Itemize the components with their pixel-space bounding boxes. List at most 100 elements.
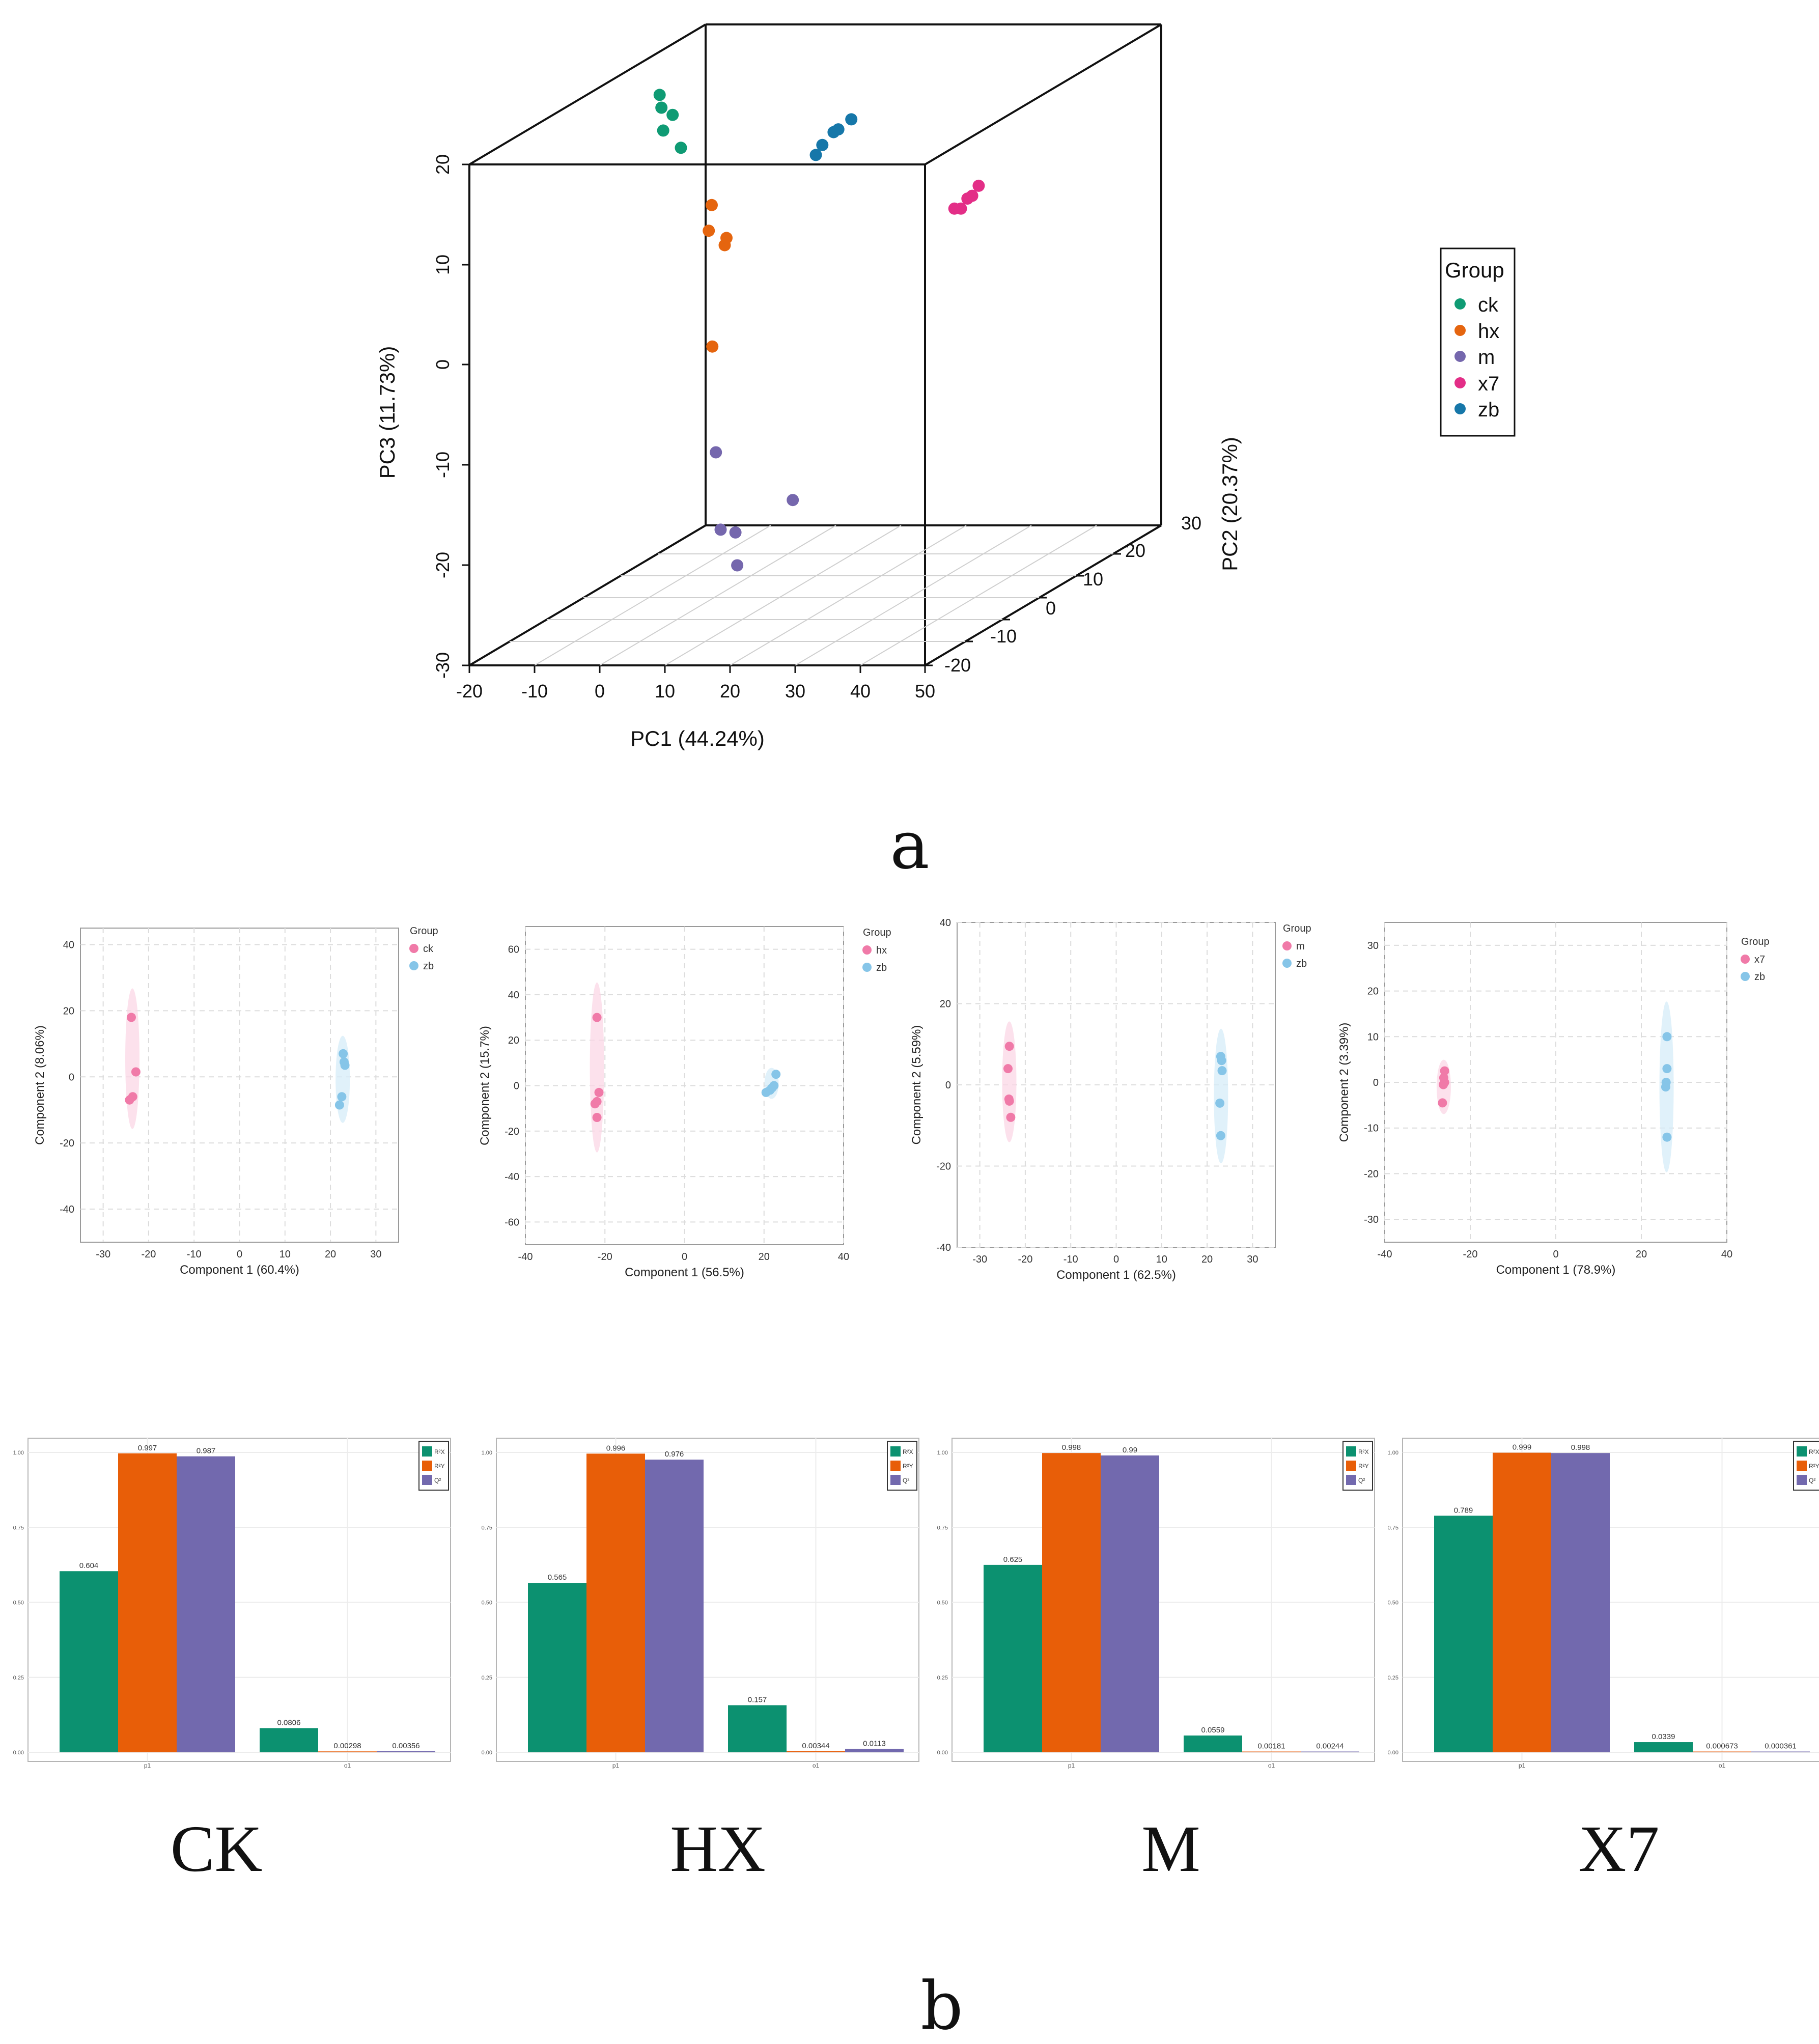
y-tick-label: 0.00: [937, 1750, 948, 1756]
legend-dot: [862, 963, 872, 972]
legend-swatch: [890, 1461, 901, 1471]
x-tick-label: p1: [1068, 1762, 1075, 1769]
legend-swatch: [1346, 1475, 1356, 1485]
y-tick-label: 1.00: [13, 1450, 24, 1456]
group-label-m: M: [1141, 1812, 1200, 1886]
legend-title: Group: [410, 926, 438, 937]
y-tick-label: 1.00: [482, 1450, 492, 1456]
y-tick-label: 40: [508, 990, 519, 1001]
pc1-tick: 0: [595, 681, 605, 702]
point-zb: [1662, 1032, 1672, 1042]
pca-3d-chart: -20 -10 0 10 20 30 40 50 -30 -20 -10 0 1…: [375, 23, 1516, 750]
legend-dot: [1282, 959, 1292, 968]
point-m: [1004, 1042, 1014, 1051]
pc3-tick: -10: [432, 452, 453, 478]
pc1-tick: -10: [521, 681, 548, 702]
y-tick-label: 0.75: [1388, 1525, 1398, 1531]
x-tick-label: -10: [187, 1249, 202, 1260]
pc3-tick: -20: [432, 552, 453, 578]
model-bar-chart-3: 0.00 0.25 0.50 0.75 1.00 0.625 0.998 0.99 p1 0.05…: [937, 1438, 1375, 1769]
point-zb: [827, 126, 840, 138]
legend-label: R²Y: [903, 1463, 913, 1470]
y-tick-label: -40: [60, 1204, 74, 1215]
bar-o1-1: [1242, 1751, 1301, 1752]
y-axis-label: Component 2 (3.39%): [1337, 1023, 1351, 1142]
model-bar-chart-1: 0.00 0.25 0.50 0.75 1.00 0.604 0.997 0.987 p1 0.0…: [13, 1438, 451, 1769]
legend-label: R²X: [1358, 1448, 1369, 1455]
x-tick-label: -20: [1463, 1249, 1478, 1260]
x-tick-label: 0: [1553, 1249, 1558, 1260]
pca-3d-pc1-tick-labels: -20 -10 0 10 20 30 40 50: [456, 681, 935, 702]
y-tick-label: 0.25: [1388, 1675, 1398, 1681]
bar-value-label: 0.000361: [1765, 1742, 1797, 1751]
legend-label: m: [1296, 941, 1305, 952]
bar-value-label: 0.997: [138, 1444, 157, 1452]
bar-p1-2: [1101, 1455, 1159, 1752]
legend-dot: [1741, 972, 1750, 981]
legend-dot: [862, 945, 872, 955]
legend-title: Group: [863, 927, 891, 938]
x-tick-label: p1: [612, 1762, 620, 1769]
bar-value-label: 0.998: [1571, 1443, 1590, 1452]
legend-label: Q²: [1809, 1477, 1815, 1484]
legend-label: x7: [1754, 954, 1765, 965]
point-zb: [809, 149, 822, 161]
point-hx: [720, 232, 733, 244]
y-axis-label: Component 2 (5.59%): [910, 1025, 924, 1145]
bar-p1-1: [1042, 1453, 1101, 1752]
bar-value-label: 0.157: [748, 1696, 767, 1704]
point-hx: [592, 1013, 602, 1022]
bar-value-label: 0.0559: [1201, 1726, 1225, 1734]
bar-o1-2: [1301, 1751, 1359, 1752]
point-m: [1004, 1094, 1014, 1104]
point-m: [710, 446, 722, 459]
point-zb: [845, 113, 858, 126]
y-tick-label: 0: [1373, 1077, 1379, 1088]
y-tick-label: 40: [940, 917, 951, 929]
bar-value-label: 0.0339: [1652, 1732, 1675, 1741]
y-tick-label: 0.50: [937, 1600, 948, 1606]
point-zb: [816, 138, 829, 151]
model-bar-chart-2: 0.00 0.25 0.50 0.75 1.00 0.565 0.996 0.976 p1 0.1…: [482, 1438, 919, 1769]
bar-p1-1: [1493, 1452, 1551, 1752]
point-zb: [1217, 1056, 1226, 1066]
confidence-ellipse: [125, 988, 140, 1129]
x-tick-label: o1: [813, 1762, 820, 1769]
legend-label: zb: [1296, 958, 1307, 969]
x-tick-label: 20: [325, 1249, 336, 1260]
legend-swatch: [422, 1446, 432, 1457]
x-tick-label: 0: [237, 1249, 242, 1260]
pca-3d-pc2-tick-labels: -20 -10 0 10 20 30: [944, 513, 1201, 676]
legend-label: Q²: [1358, 1477, 1365, 1484]
y-tick-label: 0.75: [13, 1525, 24, 1531]
point-zb: [337, 1092, 347, 1102]
legend-dot: [409, 944, 418, 953]
legend-label: zb: [423, 961, 434, 972]
pc1-tick: 40: [850, 681, 871, 702]
bar-o1-0: [728, 1705, 787, 1752]
point-zb: [334, 1100, 344, 1110]
legend-swatch: [1346, 1461, 1356, 1471]
y-tick-label: 0: [945, 1080, 951, 1091]
x-tick-label: 20: [1201, 1254, 1213, 1265]
x-tick-label: 10: [279, 1249, 291, 1260]
y-tick-label: 0.25: [13, 1675, 24, 1681]
bar-value-label: 0.00298: [333, 1742, 361, 1750]
legend-box: [1440, 247, 1516, 437]
legend-dot: [1741, 955, 1750, 964]
bar-o1-2: [1751, 1751, 1810, 1752]
pc3-tick: 0: [432, 359, 453, 370]
y-tick-label: 0.00: [1388, 1750, 1398, 1756]
group-label-x7: X7: [1579, 1812, 1660, 1886]
pls-da-scatter-3: -30 -20 -10 0 10 20 30 -40 -20 0 20 40 Component 1 (…: [910, 917, 1311, 1282]
x-tick-label: 30: [370, 1249, 381, 1260]
point-zb: [761, 1087, 771, 1097]
y-tick-label: 0.50: [482, 1600, 492, 1606]
x-tick-label: 40: [1721, 1249, 1732, 1260]
x-tick-label: o1: [1268, 1762, 1275, 1769]
y-tick-label: -20: [936, 1161, 951, 1172]
point-hx: [590, 1099, 600, 1109]
legend-swatch: [422, 1475, 432, 1485]
